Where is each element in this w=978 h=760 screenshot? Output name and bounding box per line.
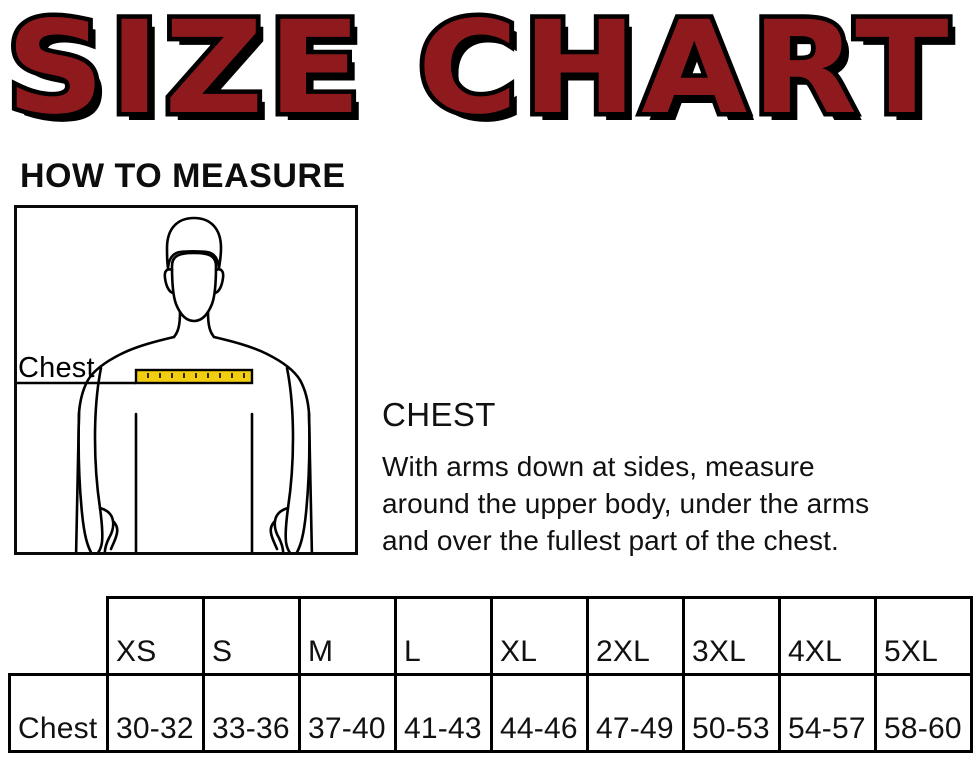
table-header-5xl: 5XL xyxy=(874,596,973,676)
table-row-label-chest: Chest xyxy=(8,673,109,753)
table-header-xl: XL xyxy=(490,596,589,676)
table-header-s: S xyxy=(202,596,301,676)
size-table-container: XS S M L XL 2XL 3XL 4XL 5XL Chest 30-32 … xyxy=(8,596,973,756)
chest-heading: CHEST xyxy=(382,396,496,433)
chest-description-line-2: around the upper body, under the arms xyxy=(382,488,870,519)
table-cell-chest-5xl: 58-60 xyxy=(874,673,973,753)
how-to-measure-heading: HOW TO MEASURE xyxy=(20,157,346,195)
table-cell-chest-xs: 30-32 xyxy=(106,673,205,753)
male-torso-figure-icon xyxy=(17,216,314,552)
table-header-2xl: 2XL xyxy=(586,596,685,676)
table-cell-chest-xl: 44-46 xyxy=(490,673,589,753)
table-header-row: XS S M L XL 2XL 3XL 4XL 5XL xyxy=(10,596,973,676)
chest-description-line-1: With arms down at sides, measure xyxy=(382,451,815,482)
page-title: SIZE CHART xyxy=(1,0,953,148)
table-cell-chest-m: 37-40 xyxy=(298,673,397,753)
table-header-m: M xyxy=(298,596,397,676)
table-cell-chest-s: 33-36 xyxy=(202,673,301,753)
chest-description-text: With arms down at sides, measure around … xyxy=(382,448,972,559)
table-cell-chest-l: 41-43 xyxy=(394,673,493,753)
table-header-4xl: 4XL xyxy=(778,596,877,676)
table-cell-chest-4xl: 54-57 xyxy=(778,673,877,753)
table-header-3xl: 3XL xyxy=(682,596,781,676)
table-header-xs: XS xyxy=(106,596,205,676)
chest-description-line-3: and over the fullest part of the chest. xyxy=(382,525,839,556)
table-cell-chest-2xl: 47-49 xyxy=(586,673,685,753)
size-chart-table: XS S M L XL 2XL 3XL 4XL 5XL Chest 30-32 … xyxy=(8,596,973,753)
table-corner-blank xyxy=(10,598,108,675)
chest-callout-label: Chest xyxy=(18,352,95,384)
table-row: Chest 30-32 33-36 37-40 41-43 44-46 47-4… xyxy=(8,673,973,753)
title-banner: SIZE CHART xyxy=(0,0,978,150)
measurement-figure-box xyxy=(14,205,358,555)
table-header-l: L xyxy=(394,596,493,676)
table-cell-chest-3xl: 50-53 xyxy=(682,673,781,753)
chest-description-section: CHEST With arms down at sides, measure a… xyxy=(382,396,972,559)
tape-measure-icon xyxy=(134,368,254,385)
